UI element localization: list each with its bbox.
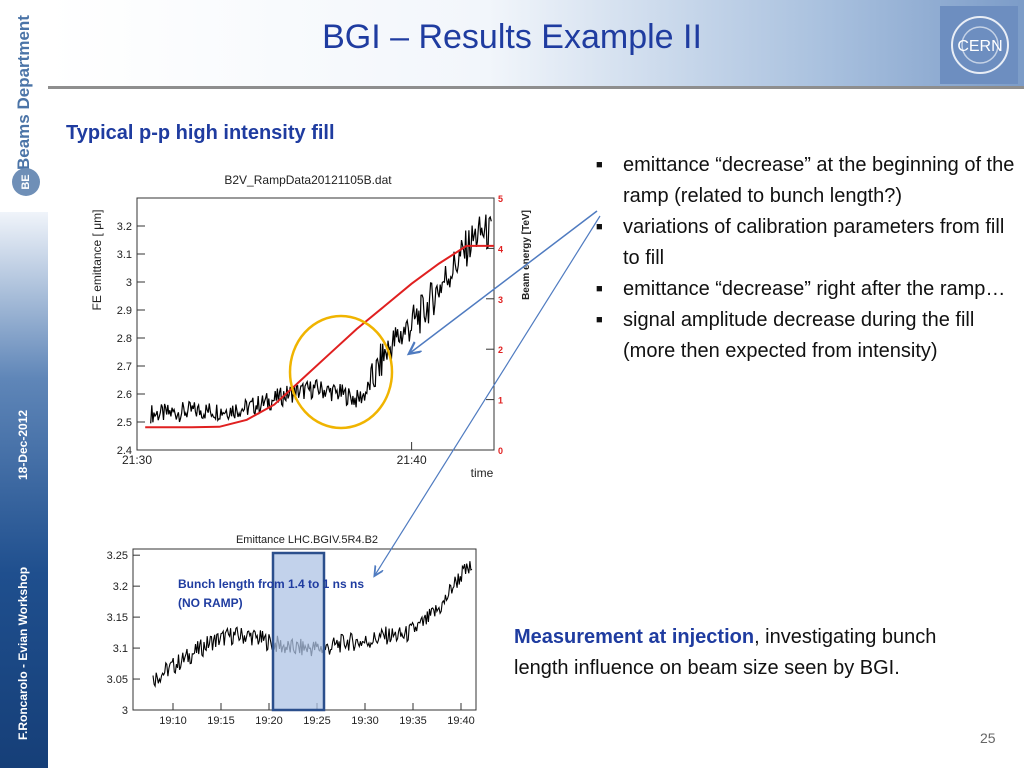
chart1-ytick-label: 2.5 (117, 417, 132, 429)
chart2-ytick-label: 3.25 (107, 550, 128, 562)
chart1-ylabel: FE emittance [ μm] (90, 210, 104, 311)
chart1-xtick-label: 21:30 (122, 453, 152, 467)
chart2-xtick-label: 19:30 (351, 715, 379, 727)
chart1-xtick-label: 21:40 (397, 453, 427, 467)
arrow-to-chart2 (375, 215, 601, 575)
chart2-ytick-label: 3.1 (113, 643, 128, 655)
chart2-xtick-label: 19:35 (399, 715, 427, 727)
chart1-y2tick-label: 5 (498, 194, 503, 204)
chart2-xtick-label: 19:10 (159, 715, 187, 727)
cern-logo-icon: CERN (951, 16, 1009, 74)
slide-title: BGI – Results Example II (322, 18, 702, 56)
chart1-ytick-label: 2.6 (117, 389, 132, 401)
chart2-ytick-label: 3.2 (113, 581, 128, 593)
chart1-ytick-label: 3.2 (117, 221, 132, 233)
bullet-item: emittance “decrease” at the beginning of… (590, 150, 1015, 212)
chart1-ytick-label: 3 (126, 277, 132, 289)
chart1-ytick-label: 2.7 (117, 361, 132, 373)
chart1-plot-area (136, 197, 495, 451)
chart1-highlight-circle (288, 314, 394, 430)
chart1-series-energy (145, 244, 494, 429)
cern-logo: CERN (940, 6, 1018, 84)
sidebar-band (0, 212, 48, 768)
chart1-y2tick-label: 4 (498, 244, 503, 254)
chart1-background (60, 196, 505, 482)
chart1-y2label: Beam energy [TeV] (521, 210, 532, 300)
bullet-list: emittance “decrease” at the beginning of… (590, 150, 1015, 367)
page-number: 25 (980, 730, 996, 746)
chart1-xlabel: time (471, 466, 494, 480)
chart2-xtick-label: 19:15 (207, 715, 235, 727)
chart1-ytick-label: 3.1 (117, 249, 132, 261)
chart2-ytick-label: 3.05 (107, 674, 128, 686)
injection-note: Measurement at injection, investigating … (514, 622, 954, 684)
chart1-y2tick-label: 2 (498, 345, 503, 355)
chart1-y2tick-label: 3 (498, 295, 503, 305)
chart1-ytick-label: 2.9 (117, 305, 132, 317)
header-divider (48, 86, 1024, 89)
chart2-title: Emittance LHC.BGIV.5R4.B2 (236, 534, 378, 546)
chart2-ytick-label: 3 (122, 705, 128, 717)
chart1-ytick-label: 2.8 (117, 333, 132, 345)
bullet-item: signal amplitude decrease during the fil… (590, 305, 1015, 367)
bullet-item: emittance “decrease” right after the ram… (590, 274, 1015, 305)
chart1-series-emittance (150, 214, 492, 424)
chart2-ytick-label: 3.15 (107, 612, 128, 624)
chart2-xtick-label: 19:40 (447, 715, 475, 727)
injection-note-text: , investigating bunch length influence o… (514, 626, 937, 679)
chart1-ytick-label: 2.4 (117, 445, 132, 457)
cern-logo-text: CERN (957, 38, 1002, 55)
chart1-y2tick-label: 0 (498, 446, 503, 456)
header-background (48, 0, 1024, 86)
injection-note-strong: Measurement at injection (514, 626, 755, 648)
section-subtitle: Typical p-p high intensity fill (66, 122, 335, 144)
chart2-annotation-line1: Bunch length from 1.4 to 1 ns ns (NO RAM… (178, 577, 367, 610)
chart1-title: B2V_RampData20121105B.dat (224, 173, 392, 187)
chart2-xtick-label: 19:25 (303, 715, 331, 727)
bullet-item: variations of calibration parameters fro… (590, 212, 1015, 274)
chart2-xtick-label: 19:20 (255, 715, 283, 727)
arrow-to-chart1 (410, 210, 598, 353)
chart2-highlight-box (271, 551, 326, 712)
chart1-y2tick-label: 1 (498, 396, 503, 406)
